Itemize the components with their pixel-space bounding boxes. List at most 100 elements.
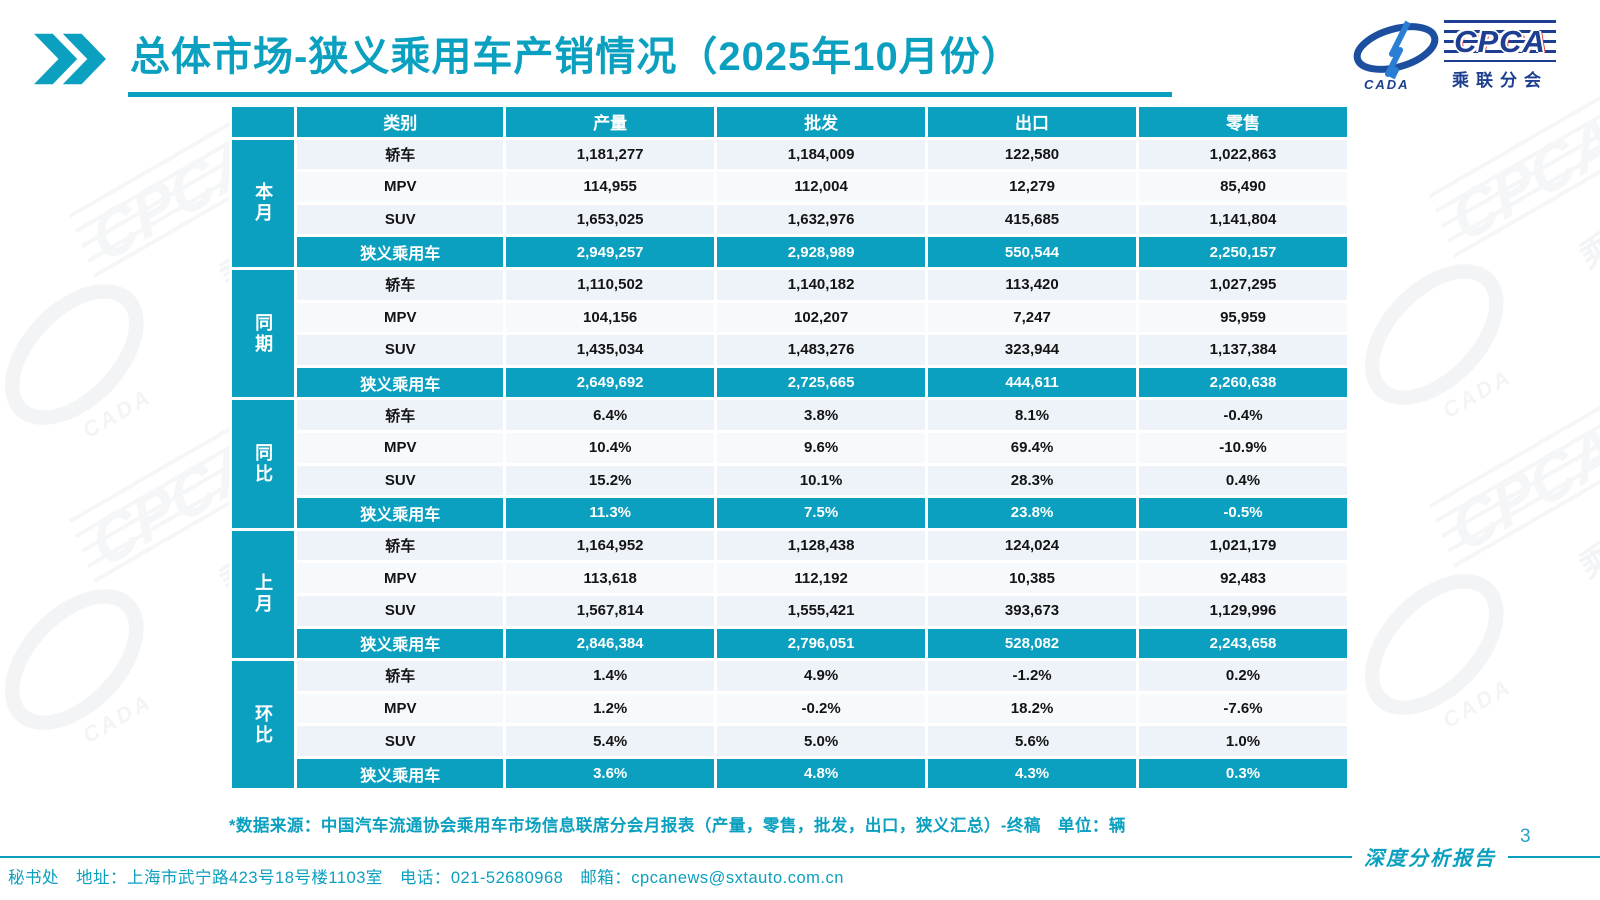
summary-row: 狭义乘用车 11.3% 7.5% 23.8% -0.5% bbox=[232, 498, 1347, 528]
watermark-swoosh-icon bbox=[1338, 237, 1531, 432]
value-cell: 4.9% bbox=[717, 661, 926, 691]
value-cell: 1,110,502 bbox=[506, 269, 715, 300]
value-cell: 1,555,421 bbox=[717, 595, 926, 626]
value-cell: 0.2% bbox=[1139, 661, 1347, 691]
value-cell: 113,420 bbox=[928, 269, 1137, 300]
summary-category-cell: 狭义乘用车 bbox=[297, 628, 504, 659]
value-cell: 92,483 bbox=[1139, 563, 1347, 593]
value-cell: 112,004 bbox=[717, 172, 926, 202]
summary-category-cell: 狭义乘用车 bbox=[297, 498, 504, 528]
watermark-cada-text: CADA bbox=[1438, 673, 1517, 734]
value-cell: 5.4% bbox=[506, 726, 715, 756]
table-row: MPV 104,156 102,207 7,247 95,959 bbox=[232, 302, 1347, 333]
summary-value-cell: 3.6% bbox=[506, 758, 715, 789]
table-row: 本月 轿车 1,181,277 1,184,009 122,580 1,022,863 bbox=[232, 139, 1347, 267]
column-header-export: 出口 bbox=[928, 107, 1137, 137]
watermark-cada-text: CADA bbox=[78, 383, 157, 444]
value-cell: 1,567,814 bbox=[506, 595, 715, 626]
summary-value-cell: 4.8% bbox=[717, 758, 926, 789]
value-cell: 112,192 bbox=[717, 563, 926, 593]
value-cell: 1.2% bbox=[506, 693, 715, 724]
table-row: MPV 10.4% 9.6% 69.4% -10.9% bbox=[232, 432, 1347, 463]
cpca-logo-stripes: CPCA bbox=[1444, 20, 1556, 62]
footer-contact: 秘书处 地址：上海市武宁路423号18号楼1103室 电话：021-526809… bbox=[8, 869, 844, 887]
value-cell: 5.6% bbox=[928, 726, 1137, 756]
value-cell: 10.1% bbox=[717, 465, 926, 496]
value-cell: 1,632,976 bbox=[717, 204, 926, 235]
value-cell: 1.4% bbox=[506, 661, 715, 691]
summary-value-cell: 2,846,384 bbox=[506, 628, 715, 659]
category-cell: MPV bbox=[297, 432, 504, 463]
watermark-swoosh-icon bbox=[0, 562, 171, 757]
value-cell: 6.4% bbox=[506, 400, 715, 430]
category-cell: SUV bbox=[297, 204, 504, 235]
summary-value-cell: 2,260,638 bbox=[1139, 367, 1347, 398]
cpca-logo-subtitle: 乘联分会 bbox=[1452, 71, 1548, 90]
category-cell: SUV bbox=[297, 465, 504, 496]
category-cell: 轿车 bbox=[297, 400, 504, 430]
value-cell: 10,385 bbox=[928, 563, 1137, 593]
header-row: 类别 产量 批发 出口 零售 bbox=[232, 107, 1347, 137]
market-table-container: 类别 产量 批发 出口 零售 本月 轿车 1,181,277 1,184,009 122… bbox=[229, 104, 1350, 792]
market-table-body: 本月 轿车 1,181,277 1,184,009 122,580 1,022,863 MP… bbox=[232, 139, 1347, 789]
column-header-production: 产量 bbox=[506, 107, 715, 137]
table-row: MPV 113,618 112,192 10,385 92,483 bbox=[232, 563, 1347, 593]
group-label-3: 上月 bbox=[232, 530, 295, 659]
table-row: 环比 轿车 1.4% 4.9% -1.2% 0.2% bbox=[232, 661, 1347, 789]
value-cell: 18.2% bbox=[928, 693, 1137, 724]
value-cell: 1,021,179 bbox=[1139, 530, 1347, 561]
watermark-cada-text: CADA bbox=[1438, 363, 1517, 424]
page-title: 总体市场-狭义乘用车产销情况（2025年10月份） bbox=[128, 24, 1172, 97]
watermark-wordmark: CPCA bbox=[1428, 89, 1600, 266]
value-cell: 393,673 bbox=[928, 595, 1137, 626]
column-header-retail: 零售 bbox=[1139, 107, 1347, 137]
table-row: SUV 5.4% 5.0% 5.6% 1.0% bbox=[232, 726, 1347, 756]
summary-row: 狭义乘用车 2,649,692 2,725,665 444,611 2,260,638 bbox=[232, 367, 1347, 398]
category-cell: MPV bbox=[297, 302, 504, 333]
table-row: 上月 轿车 1,164,952 1,128,438 124,024 1,021,179 bbox=[232, 530, 1347, 659]
value-cell: 1,140,182 bbox=[717, 269, 926, 300]
value-cell: 104,156 bbox=[506, 302, 715, 333]
group-label-4: 环比 bbox=[232, 661, 295, 789]
value-cell: 1,129,996 bbox=[1139, 595, 1347, 626]
watermark-wordmark: CPCA bbox=[1428, 399, 1600, 576]
summary-value-cell: 2,725,665 bbox=[717, 367, 926, 398]
value-cell: 10.4% bbox=[506, 432, 715, 463]
table-row: MPV 114,955 112,004 12,279 85,490 bbox=[232, 172, 1347, 202]
value-cell: 1,181,277 bbox=[506, 139, 715, 170]
value-cell: 1,027,295 bbox=[1139, 269, 1347, 300]
summary-row: 狭义乘用车 2,846,384 2,796,051 528,082 2,243,658 bbox=[232, 628, 1347, 659]
table-row: SUV 1,435,034 1,483,276 323,944 1,137,384 bbox=[232, 335, 1347, 365]
value-cell: 1,653,025 bbox=[506, 204, 715, 235]
value-cell: -10.9% bbox=[1139, 432, 1347, 463]
value-cell: 3.8% bbox=[717, 400, 926, 430]
category-cell: MPV bbox=[297, 172, 504, 202]
category-cell: SUV bbox=[297, 726, 504, 756]
column-header-wholesale: 批发 bbox=[717, 107, 926, 137]
double-chevron-icon bbox=[34, 33, 106, 90]
value-cell: 122,580 bbox=[928, 139, 1137, 170]
table-row: 同比 轿车 6.4% 3.8% 8.1% -0.4% bbox=[232, 400, 1347, 528]
summary-row: 狭义乘用车 2,949,257 2,928,989 550,544 2,250,157 bbox=[232, 237, 1347, 267]
value-cell: 102,207 bbox=[717, 302, 926, 333]
value-cell: -0.2% bbox=[717, 693, 926, 724]
category-cell: SUV bbox=[297, 595, 504, 626]
value-cell: 9.6% bbox=[717, 432, 926, 463]
value-cell: 415,685 bbox=[928, 204, 1137, 235]
corner-cell bbox=[232, 107, 295, 137]
value-cell: 0.4% bbox=[1139, 465, 1347, 496]
summary-value-cell: 11.3% bbox=[506, 498, 715, 528]
group-label-0: 本月 bbox=[232, 139, 295, 267]
summary-value-cell: 2,649,692 bbox=[506, 367, 715, 398]
value-cell: 7,247 bbox=[928, 302, 1137, 333]
summary-value-cell: 2,243,658 bbox=[1139, 628, 1347, 659]
cpca-logo: CADA CPCA 乘联分会 bbox=[1350, 20, 1560, 94]
cpca-logo-cada-text: CADA bbox=[1364, 77, 1410, 92]
watermark-swoosh-icon bbox=[0, 257, 171, 452]
table-row: SUV 1,567,814 1,555,421 393,673 1,129,996 bbox=[232, 595, 1347, 626]
value-cell: 12,279 bbox=[928, 172, 1137, 202]
category-cell: 轿车 bbox=[297, 139, 504, 170]
value-cell: 323,944 bbox=[928, 335, 1137, 365]
category-cell: 轿车 bbox=[297, 661, 504, 691]
value-cell: 69.4% bbox=[928, 432, 1137, 463]
